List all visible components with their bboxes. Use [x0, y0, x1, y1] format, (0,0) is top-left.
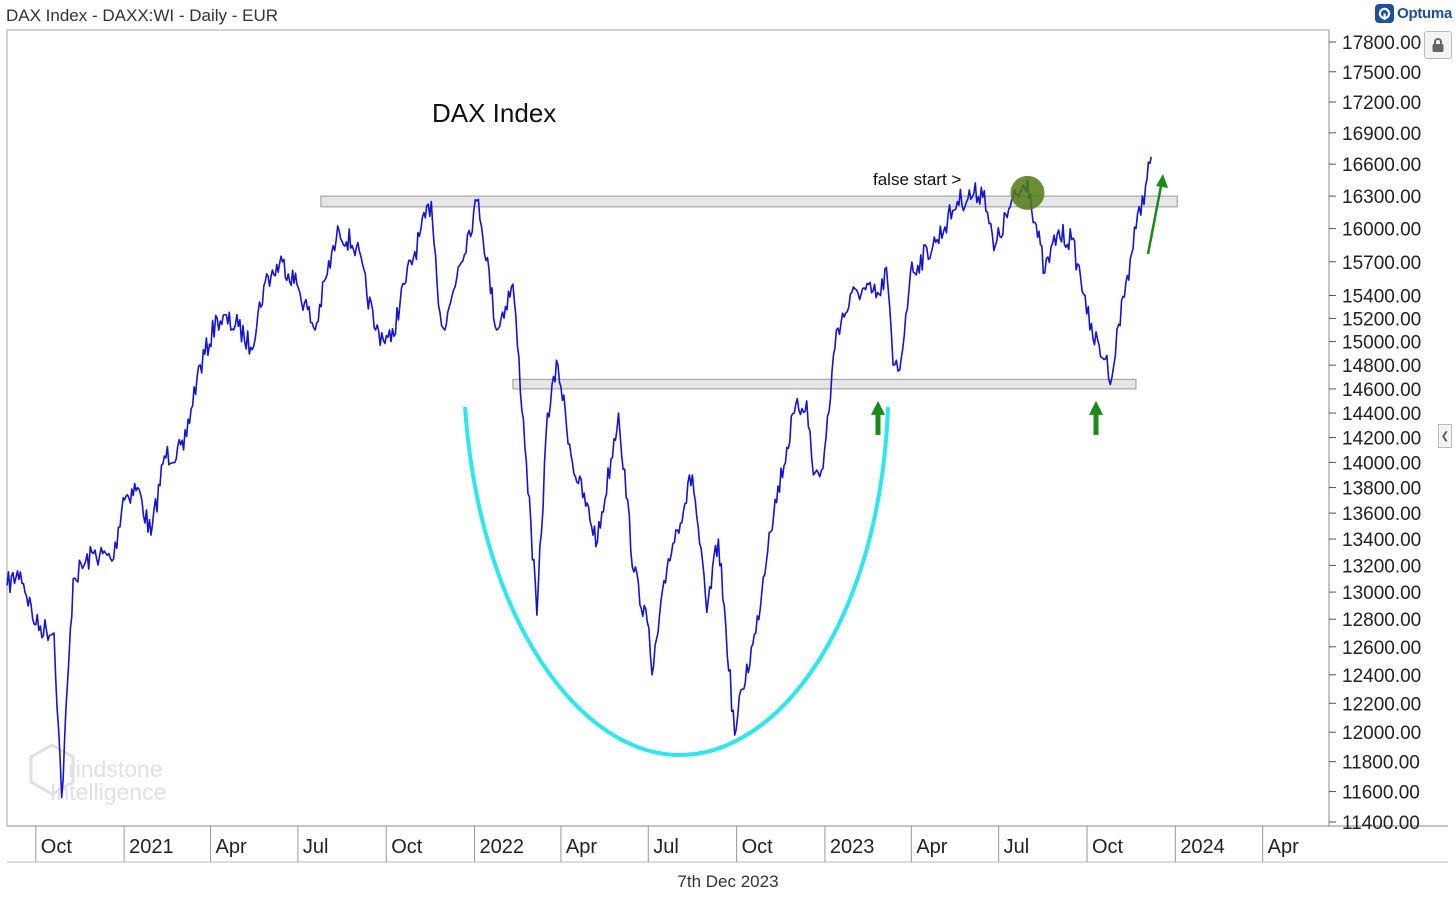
x-tick-label: Apr — [216, 836, 247, 858]
band-support — [512, 378, 1137, 390]
false-start-marker — [1010, 175, 1045, 210]
y-tick-label: 17500.00 — [1342, 63, 1421, 84]
y-tick-label: 16600.00 — [1342, 155, 1421, 176]
y-tick-label: 14400.00 — [1342, 404, 1421, 425]
chart-title: DAX Index — [432, 98, 556, 128]
y-tick-label: 17800.00 — [1342, 33, 1421, 54]
x-tick-label: Jul — [303, 836, 329, 858]
up-arrow-march-2023 — [871, 400, 885, 435]
optuma-brand: Optuma — [1375, 4, 1452, 23]
band-resistance — [320, 195, 1178, 208]
y-tick-label: 16900.00 — [1342, 124, 1421, 145]
x-tick-label: Jul — [1004, 836, 1030, 858]
y-tick-label: 13600.00 — [1342, 504, 1421, 525]
y-tick-label: 11600.00 — [1342, 783, 1420, 804]
y-tick-label: 14600.00 — [1342, 380, 1421, 401]
y-tick-label: 12600.00 — [1342, 638, 1421, 659]
y-tick-label: 11800.00 — [1342, 753, 1420, 774]
y-tick-label: 12800.00 — [1342, 610, 1421, 631]
y-axis-ticks: 17800.00 17500.00 17200.00 16900.00 16600.00… — [1329, 33, 1421, 834]
y-tick-label: 17200.00 — [1342, 93, 1421, 114]
false-start-annotation: false start > — [873, 170, 961, 189]
optuma-brand-label: Optuma — [1397, 5, 1452, 22]
x-axis-ticks: Oct 2021 Apr Jul Oct 2022 Apr Jul Oct 2023 Apr Jul O… — [35, 826, 1299, 862]
y-tick-label: 13200.00 — [1342, 556, 1421, 577]
plot-frame — [6, 29, 1330, 827]
y-tick-label: 11400.00 — [1342, 813, 1420, 834]
price-series-line[interactable] — [6, 156, 1153, 799]
watermark-line1: rindstone — [68, 756, 163, 782]
x-tick-label: Oct — [391, 836, 423, 858]
panel-collapse-button[interactable]: ❮ — [1438, 424, 1452, 448]
y-tick-label: 16000.00 — [1342, 220, 1421, 241]
signal-arrows — [871, 174, 1168, 435]
y-tick-label: 12400.00 — [1342, 666, 1421, 687]
y-tick-label: 15200.00 — [1342, 309, 1421, 330]
x-tick-label: Oct — [41, 836, 73, 858]
up-arrow-october-2023 — [1089, 400, 1103, 435]
x-tick-label: 2024 — [1180, 836, 1225, 858]
grindstone-watermark: rindstone Intelligence — [29, 743, 166, 805]
y-tick-label: 13400.00 — [1342, 530, 1421, 551]
y-tick-label: 16300.00 — [1342, 187, 1421, 208]
x-tick-label: 2021 — [129, 836, 174, 858]
x-tick-label: Apr — [916, 836, 947, 858]
y-tick-label: 12200.00 — [1342, 694, 1421, 715]
y-tick-label: 15700.00 — [1342, 253, 1421, 274]
axis-lock-button[interactable] — [1424, 31, 1452, 59]
y-tick-label: 12000.00 — [1342, 723, 1421, 744]
watermark-line2: Intelligence — [50, 779, 166, 805]
x-tick-label: Oct — [742, 836, 774, 858]
y-tick-label: 14000.00 — [1342, 453, 1421, 474]
optuma-logo-icon — [1375, 4, 1395, 23]
y-tick-label: 14800.00 — [1342, 356, 1421, 377]
watermark-hex-icon — [29, 743, 75, 796]
lock-icon — [1432, 38, 1444, 52]
y-tick-label: 14200.00 — [1342, 429, 1421, 450]
x-tick-label: 2023 — [830, 836, 875, 858]
y-tick-label: 15400.00 — [1342, 287, 1421, 308]
y-tick-label: 13000.00 — [1342, 583, 1421, 604]
chevron-left-icon: ❮ — [1440, 430, 1450, 442]
x-tick-label: Apr — [566, 836, 597, 858]
chart-header-title: DAX Index - DAXX:WI - Daily - EUR — [6, 6, 279, 25]
breakout-arrow — [1146, 174, 1168, 255]
x-tick-label: Oct — [1092, 836, 1124, 858]
cup-arc — [463, 406, 890, 758]
horizontal-bands — [320, 195, 1178, 390]
x-tick-label: 2022 — [480, 836, 525, 858]
x-tick-label: Jul — [653, 836, 679, 858]
x-tick-label: Apr — [1268, 836, 1299, 858]
chart-date-label: 7th Dec 2023 — [677, 872, 779, 891]
y-tick-label: 15000.00 — [1342, 333, 1421, 354]
y-tick-label: 13800.00 — [1342, 479, 1421, 500]
